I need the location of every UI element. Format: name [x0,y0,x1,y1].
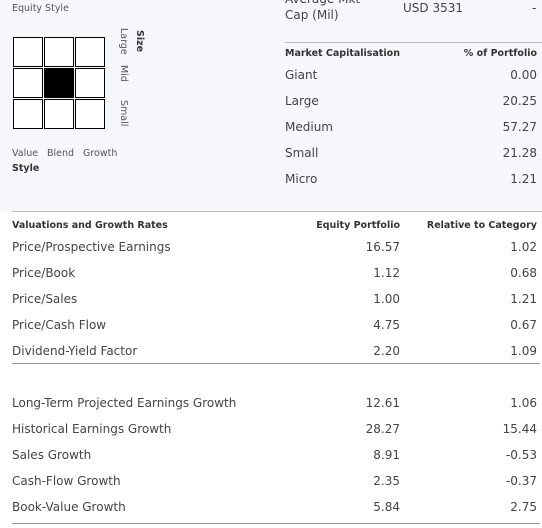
table-row-label: Book-Value Growth [12,500,126,514]
table-row-label: Medium [285,120,333,134]
table-cell: 57.27 [502,120,537,134]
table-cell: 4.75 [373,318,400,332]
style-label: Style [12,163,40,174]
table-cell: 8.91 [373,448,400,462]
style-cell [75,99,105,129]
style-cell [13,68,43,98]
style-cell [13,99,43,129]
table-row-label: Price/Cash Flow [12,318,107,332]
table-row-label: Giant [285,68,318,82]
table-row-label: Sales Growth [12,448,92,462]
table-cell: 1.12 [373,266,400,280]
table-row-label: Large [285,94,319,108]
divider [12,523,540,524]
table-cell: 1.00 [373,292,400,306]
table-cell: -0.37 [505,474,537,488]
style-col-label: Growth [83,148,118,159]
table-cell: 15.44 [502,422,537,436]
size-row-label: Large [118,28,129,55]
table-cell: 0.68 [510,266,537,280]
avg-mkt-cap-relative: - [532,1,537,15]
table-row-label: Micro [285,172,318,186]
table-cell: 1.02 [510,240,537,254]
style-cell [44,37,74,67]
table-cell: 12.61 [365,396,400,410]
divider [12,211,542,212]
table-row-label: Cash-Flow Growth [12,474,121,488]
table-header: % of Portfolio [463,48,537,59]
avg-mkt-cap-label: Average Mkt Cap (Mil) [285,0,360,22]
table-header: Market Capitalisation [285,48,400,59]
table-cell: 21.28 [502,146,537,160]
section-title: Equity Style [12,3,69,14]
table-cell: 28.27 [365,422,400,436]
table-cell: 5.84 [373,500,400,514]
style-cell [75,68,105,98]
style-col-label: Value [12,148,39,159]
table-cell: 1.21 [510,172,537,186]
table-row-label: Small [285,146,319,160]
avg-mkt-cap-value: USD 3531 [403,1,463,15]
style-cell [75,37,105,67]
table-header: Valuations and Growth Rates [12,220,168,231]
table-cell: 1.09 [510,344,537,358]
table-cell: 20.25 [502,94,537,108]
table-header: Relative to Category [426,220,537,231]
size-row-label: Small [118,100,129,127]
table-cell: 2.35 [373,474,400,488]
divider [12,363,540,364]
style-cell-selected [44,68,74,98]
table-cell: 1.21 [510,292,537,306]
table-cell: 0.00 [510,68,537,82]
table-header: Equity Portfolio [316,220,400,231]
style-cell [44,99,74,129]
table-row-label: Price/Book [12,266,76,280]
table-row-label: Dividend-Yield Factor [12,344,138,358]
table-cell: -0.53 [505,448,537,462]
style-cell [13,37,43,67]
table-cell: 0.67 [510,318,537,332]
table-row-label: Historical Earnings Growth [12,422,172,436]
divider [285,42,542,43]
table-row-label: Price/Prospective Earnings [12,240,171,254]
style-col-label: Blend [47,148,75,159]
table-row-label: Price/Sales [12,292,78,306]
table-cell: 2.20 [373,344,400,358]
table-cell: 1.06 [510,396,537,410]
table-row-label: Long-Term Projected Earnings Growth [12,396,237,410]
table-cell: 2.75 [510,500,537,514]
size-row-label: Mid [118,65,129,82]
size-label: Size [134,30,145,53]
table-cell: 16.57 [365,240,400,254]
